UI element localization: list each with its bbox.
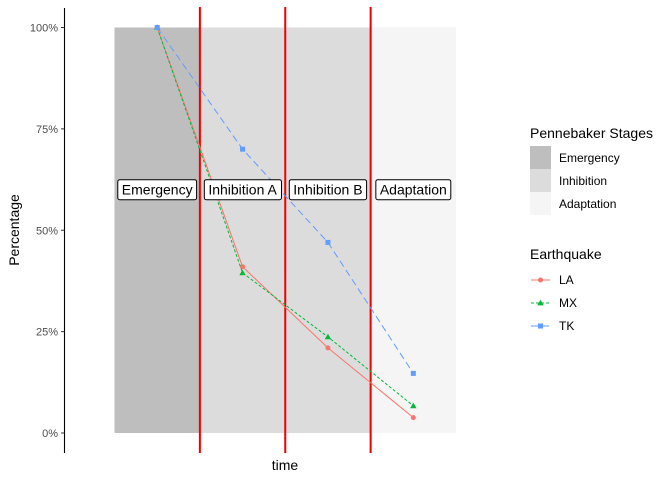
stage-divider-lines (198, 7, 372, 453)
data-point-la (325, 345, 331, 351)
legend-series-marker (538, 323, 543, 329)
legend-stages-title: Pennebaker Stages (530, 125, 653, 141)
legend-series-label: MX (559, 296, 577, 310)
legend-series-label: LA (559, 273, 574, 287)
data-point-tk (240, 146, 246, 152)
y-axis-title: Percentage (6, 194, 22, 266)
legend-stage-key (530, 169, 551, 192)
stage-label-text: Adaptation (380, 182, 447, 198)
data-point-tk (325, 239, 331, 245)
stage-label-text: Emergency (122, 182, 193, 198)
series-line-la (156, 27, 414, 418)
stage-band-adaptation (370, 27, 456, 433)
series-line-mx (156, 27, 414, 407)
stage-label: Inhibition A (203, 179, 282, 201)
data-point-mx (324, 333, 332, 340)
stage-label: Emergency (117, 179, 198, 201)
stage-label-box (375, 179, 452, 201)
legend-stage-label: Emergency (559, 151, 620, 165)
stage-label-text: Inhibition A (208, 182, 277, 198)
y-tick-label: 50% (36, 225, 58, 237)
data-point-tk (410, 370, 416, 376)
stage-label-box (117, 179, 198, 201)
data-point-la (410, 415, 416, 421)
data-point-mx (410, 402, 417, 409)
x-axis-title: time (272, 457, 299, 473)
legend-series-marker (538, 277, 543, 283)
legend-series-label: TK (559, 319, 574, 333)
y-tick-label: 25% (36, 327, 58, 339)
series-lines (153, 24, 417, 421)
stage-label-box (288, 179, 368, 201)
legend: Pennebaker Stages Emergency Inhibition Ada… (530, 125, 653, 333)
legend-stage-label: Adaptation (559, 197, 616, 211)
series-tk (154, 25, 416, 376)
stage-band-emergency (114, 27, 200, 433)
stage-label-text: Inhibition B (293, 182, 362, 198)
stage-labels: Emergency Inhibition A Inhibition B Adaptat… (117, 179, 452, 201)
legend-stages: Emergency Inhibition Adaptation (530, 146, 620, 215)
legend-series-marker (537, 299, 544, 306)
stage-label: Adaptation (375, 179, 452, 201)
data-point-mx (239, 269, 246, 276)
y-tick-label: 0% (42, 428, 58, 440)
series-line-tk (156, 27, 414, 374)
stage-label-box (203, 179, 282, 201)
legend-series-title: Earthquake (530, 246, 602, 262)
legend-stage-key (530, 146, 551, 169)
legend-series: LA MX TK (531, 273, 577, 333)
data-point-la (240, 264, 246, 270)
data-point-tk (154, 25, 160, 30)
legend-stage-label: Inhibition (559, 174, 607, 188)
y-ticks: 0% 25% 50% 75% 100% (30, 23, 65, 440)
y-tick-label: 75% (36, 124, 58, 136)
y-tick-label: 100% (30, 23, 58, 35)
stage-label: Inhibition B (288, 179, 368, 201)
legend-stage-key (530, 192, 551, 215)
